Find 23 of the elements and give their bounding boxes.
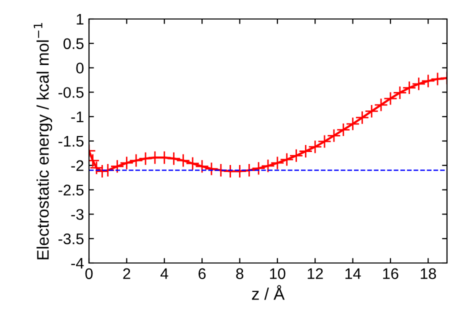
y-tick-label: -1 <box>71 112 84 122</box>
y-tick-label: -3.5 <box>58 233 84 244</box>
x-tick-label: 6 <box>198 268 206 280</box>
x-tick-label: 14 <box>345 268 361 279</box>
x-axis-title: z / Å <box>252 285 285 300</box>
x-tick-label: 4 <box>160 268 168 279</box>
y-axis-title: Electrostatic energy / kcal mol$^{−1}$ <box>34 23 52 260</box>
y-tick-label: -3 <box>71 209 84 220</box>
y-tick-label: 0.5 <box>64 38 84 50</box>
y-tick-label: -2 <box>71 160 84 171</box>
x-tick-label: 16 <box>383 268 398 280</box>
x-tick-label: 0 <box>85 268 93 280</box>
x-tick-label: 12 <box>308 268 323 279</box>
x-tick-label: 10 <box>270 268 286 280</box>
y-tick-label: -0.5 <box>58 87 84 98</box>
y-tick-label: 0 <box>76 62 84 74</box>
y-tick-label: -4 <box>71 258 84 269</box>
y-tick-label: -2.5 <box>58 184 84 196</box>
y-tick-label: -1.5 <box>58 136 84 147</box>
x-tick-label: 18 <box>420 268 436 280</box>
y-tick-label: 1 <box>76 14 84 25</box>
x-tick-label: 8 <box>236 268 244 280</box>
x-tick-label: 2 <box>123 268 130 279</box>
